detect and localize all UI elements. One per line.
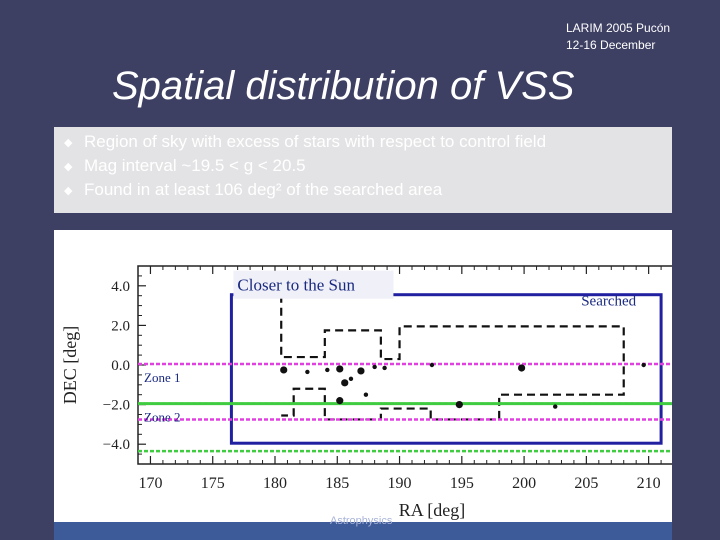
x-tick-label: 210 (637, 475, 661, 492)
data-point (336, 365, 344, 373)
bullet-text: Mag interval ~19.5 < g < 20.5 (84, 156, 306, 175)
bullet-item: ◆ Mag interval ~19.5 < g < 20.5 (64, 154, 672, 178)
closer-label-box (233, 270, 394, 299)
zone-label: Zone 1 (144, 370, 180, 385)
data-point (357, 367, 365, 375)
closer-to-sun-label: Closer to the Sun (237, 276, 355, 295)
searched-area-box (229, 293, 663, 445)
y-axis-label: DEC [deg] (60, 326, 80, 404)
bullet-icon: ◆ (64, 184, 73, 197)
y-tick-label: −2.0 (103, 398, 130, 414)
data-point (341, 379, 349, 387)
x-tick-label: 195 (450, 475, 474, 492)
x-tick-label: 180 (263, 475, 287, 492)
bullet-icon: ◆ (64, 160, 73, 173)
bullet-text: Region of sky with excess of stars with … (84, 132, 547, 151)
zone-label: Zone 2 (144, 410, 180, 425)
bullet-icon: ◆ (64, 136, 73, 149)
data-point (429, 362, 435, 368)
x-axis-label: RA [deg] (399, 500, 466, 520)
data-point (280, 366, 288, 374)
data-point (305, 369, 310, 375)
data-point (382, 365, 387, 371)
footer-text: Astrophysics (330, 515, 393, 527)
x-tick-label: 200 (512, 475, 536, 492)
bullet-item: ◆ Found in at least 106 deg² of the sear… (64, 178, 672, 202)
x-tick-label: 205 (574, 475, 598, 492)
dashed-survey-outline (280, 294, 625, 421)
x-tick-label: 190 (388, 475, 412, 492)
data-point (325, 367, 330, 373)
conference-dates: 12-16 December (566, 38, 656, 52)
data-point (372, 364, 377, 370)
scatter-figure: 170 175 180 185 190 195 200 205 210 4.0 2.0 0.0 −2.0… (54, 230, 672, 540)
x-tick-label: 175 (201, 475, 225, 492)
data-point (363, 392, 369, 397)
footer-strip (54, 522, 672, 540)
data-point (553, 404, 558, 409)
y-tick-label: 2.0 (111, 318, 130, 334)
data-point (518, 364, 526, 372)
data-point (336, 397, 344, 405)
slide-title: Spatial distribution of VSS (112, 64, 575, 108)
y-tick-label: −4.0 (103, 437, 130, 453)
x-tick-label: 185 (325, 475, 349, 492)
y-tick-label: 4.0 (111, 279, 130, 295)
scatter-chart: 170 175 180 185 190 195 200 205 210 4.0 2.0 0.0 −2.0… (60, 265, 672, 520)
x-tick-label: 170 (138, 475, 162, 492)
data-point (641, 362, 646, 368)
conference-info: LARIM 2005 Pucón 12-16 December (566, 20, 670, 54)
bullet-item: ◆ Region of sky with excess of stars wit… (64, 130, 672, 154)
data-point (348, 376, 354, 382)
data-point (455, 401, 463, 409)
bullet-list: ◆ Region of sky with excess of stars wit… (54, 127, 672, 213)
y-tick-label: 0.0 (111, 358, 130, 374)
bullet-text: Found in at least 106 deg² of the search… (84, 180, 443, 199)
searched-label: Searched (581, 294, 636, 310)
conference-name: LARIM 2005 Pucón (566, 21, 671, 35)
